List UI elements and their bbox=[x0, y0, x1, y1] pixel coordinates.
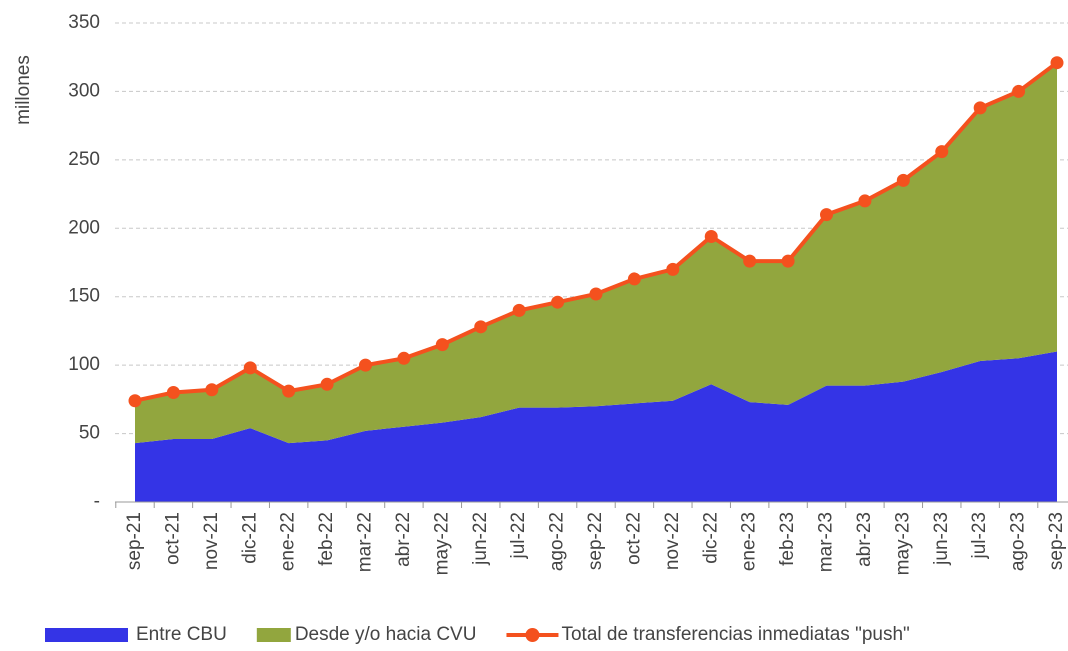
point bbox=[359, 358, 372, 372]
point bbox=[243, 361, 257, 375]
x-tick-label: ene-22 bbox=[278, 512, 299, 571]
y-tick-label: 200 bbox=[68, 217, 100, 238]
legend-swatch bbox=[256, 628, 291, 642]
point bbox=[205, 383, 219, 397]
area bbox=[135, 351, 1057, 502]
point bbox=[973, 101, 987, 115]
x-tick-label: jun-22 bbox=[470, 512, 491, 566]
x-tick-label: jul-22 bbox=[508, 512, 529, 559]
point bbox=[704, 229, 718, 243]
x-tick-label: sep-21 bbox=[124, 512, 145, 570]
point bbox=[512, 303, 526, 317]
point bbox=[627, 272, 641, 286]
legend-item: Desde y/o hacia CVU bbox=[256, 624, 477, 645]
point bbox=[166, 386, 180, 400]
legend-label: Total de transferencias inmediatas "push… bbox=[561, 624, 909, 645]
x-tick-label: mar-23 bbox=[816, 512, 837, 572]
point bbox=[1012, 84, 1026, 98]
point bbox=[435, 338, 449, 352]
point bbox=[282, 384, 296, 398]
y-tick-label: 150 bbox=[68, 286, 100, 307]
x-tick-label: dic-22 bbox=[700, 512, 721, 564]
x-tick-label: jul-23 bbox=[969, 512, 990, 559]
point bbox=[820, 208, 833, 222]
x-tick-label: sep-23 bbox=[1046, 512, 1067, 570]
x-tick-label: ago-23 bbox=[1008, 512, 1029, 571]
point bbox=[551, 295, 565, 309]
y-tick-label: 250 bbox=[68, 149, 100, 170]
x-tick-label: nov-21 bbox=[201, 512, 222, 570]
x-tick-label: ago-22 bbox=[547, 512, 568, 571]
x-tick-label: oct-22 bbox=[623, 512, 644, 565]
point bbox=[858, 194, 872, 208]
point bbox=[781, 254, 795, 268]
legend-swatch bbox=[45, 628, 128, 642]
point bbox=[935, 145, 949, 159]
x-tick-label: may-23 bbox=[892, 512, 913, 575]
point bbox=[128, 394, 142, 408]
x-tick-label: dic-21 bbox=[239, 512, 260, 564]
point bbox=[1050, 56, 1064, 70]
x-tick-label: mar-22 bbox=[355, 512, 376, 572]
point bbox=[896, 173, 910, 187]
legend-item: Total de transferencias inmediatas "push… bbox=[506, 624, 910, 645]
point bbox=[666, 262, 680, 276]
y-tick-label: 100 bbox=[68, 354, 100, 375]
point bbox=[474, 320, 488, 334]
x-tick-label: oct-21 bbox=[162, 512, 183, 565]
point bbox=[743, 254, 757, 268]
x-tick-label: nov-22 bbox=[662, 512, 683, 570]
x-tick-label: feb-23 bbox=[777, 512, 798, 566]
x-tick-label: abr-23 bbox=[854, 512, 875, 567]
y-tick-label: 50 bbox=[79, 423, 100, 444]
x-tick-label: abr-22 bbox=[393, 512, 414, 567]
point bbox=[397, 351, 411, 365]
area bbox=[135, 62, 1057, 444]
x-tick-label: feb-22 bbox=[316, 512, 337, 566]
point bbox=[589, 287, 603, 301]
legend-label: Entre CBU bbox=[136, 624, 227, 645]
x-tick-label: ene-23 bbox=[739, 512, 760, 571]
point bbox=[320, 377, 334, 391]
x-tick-label: sep-22 bbox=[585, 512, 606, 570]
x-tick-label: may-22 bbox=[431, 512, 452, 575]
x-tick-label: jun-23 bbox=[931, 512, 952, 566]
y-tick-label: - bbox=[94, 491, 100, 512]
legend-item: Entre CBU bbox=[45, 624, 227, 645]
legend-label: Desde y/o hacia CVU bbox=[295, 624, 477, 645]
y-axis-label: millones bbox=[13, 55, 34, 125]
y-tick-label: 300 bbox=[68, 80, 100, 101]
legend-marker bbox=[525, 628, 540, 642]
y-tick-label: 350 bbox=[68, 12, 100, 33]
